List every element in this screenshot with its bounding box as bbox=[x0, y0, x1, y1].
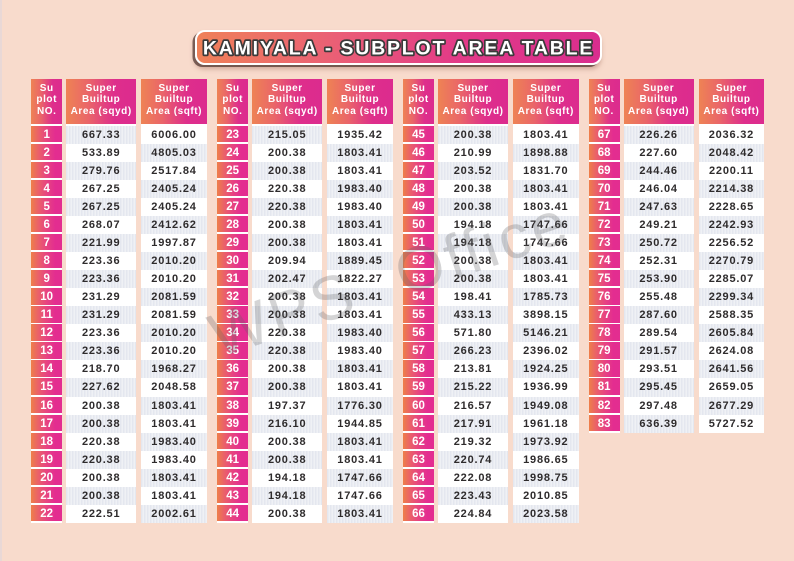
svg-text:KAMIYALA - SUBPLOT AREA TABLE: KAMIYALA - SUBPLOT AREA TABLE bbox=[203, 37, 594, 59]
